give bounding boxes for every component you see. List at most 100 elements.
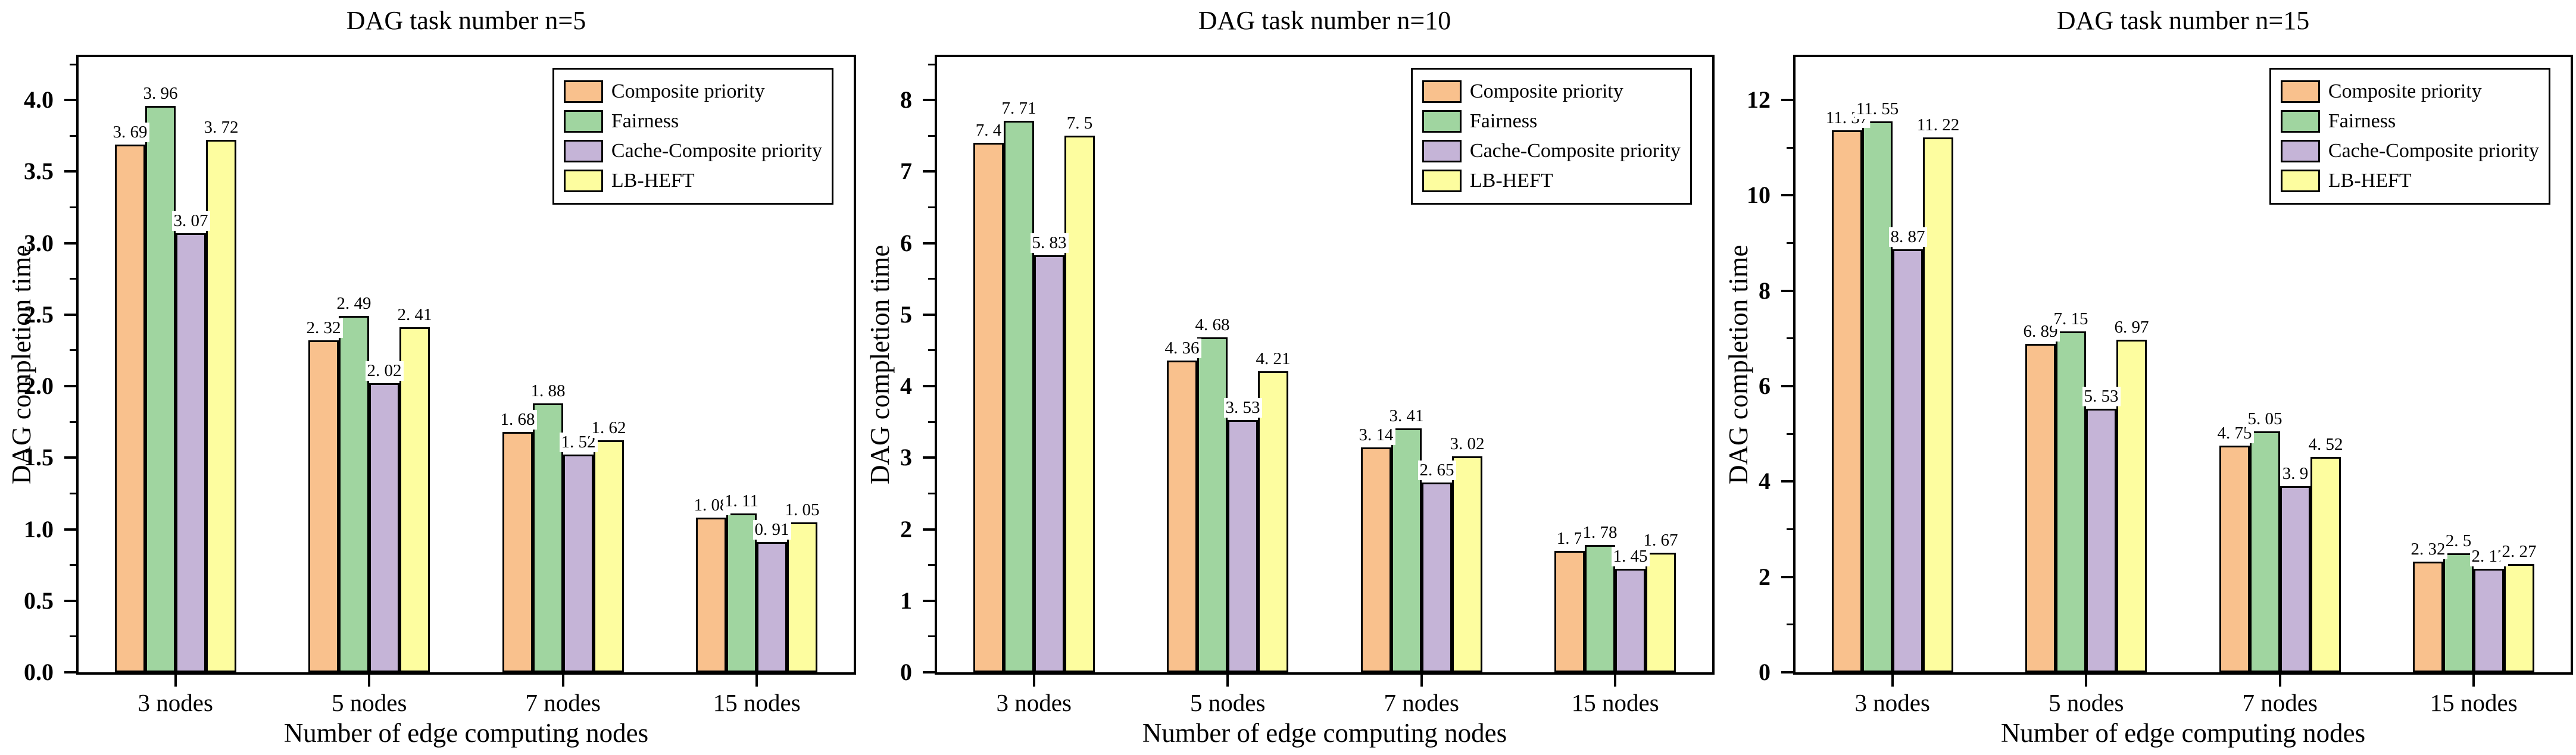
bar-fairness — [533, 403, 563, 672]
y-major-tick — [64, 313, 76, 316]
chart-title: DAG task number n=5 — [346, 6, 586, 35]
bar-value-label: 5. 05 — [2246, 409, 2284, 429]
y-minor-tick — [1787, 242, 1793, 245]
bar-composite-priority — [115, 145, 145, 672]
legend-label: Composite priority — [611, 80, 765, 102]
bar-cache-composite-priority — [757, 542, 787, 672]
y-minor-tick — [70, 278, 76, 280]
bar-lb-heft — [2310, 457, 2341, 672]
chart-title: DAG task number n=15 — [2056, 6, 2310, 35]
legend-item: LB-HEFT — [2280, 166, 2539, 196]
bar-value-label: 1. 45 — [1611, 547, 1650, 566]
legend-item: Fairness — [563, 106, 822, 136]
legend-label: Cache-Composite priority — [611, 140, 822, 162]
legend-item: Cache-Composite priority — [563, 136, 822, 166]
x-tick — [174, 675, 177, 687]
plot-area: 0 2 4 6 8 10 12 3 nodes 11. 37 11. 55 8. 87 11. 22 5… — [1747, 55, 2573, 716]
bar-lb-heft — [1064, 136, 1095, 672]
legend-label: Fairness — [1469, 110, 1538, 132]
bar-value-label: 11. 22 — [1915, 115, 1962, 135]
y-tick-label: 8 — [1759, 277, 1771, 304]
legend: Composite priority Fairness Cache-Composit… — [1410, 68, 1692, 205]
bar-lb-heft — [1258, 371, 1288, 672]
x-axis-label: Number of edge computing nodes — [2000, 718, 2366, 748]
bar-lb-heft — [787, 522, 817, 672]
bar-fairness — [2056, 331, 2086, 672]
legend-label: LB-HEFT — [611, 170, 695, 192]
y-major-tick — [923, 385, 935, 388]
bar-value-label: 2. 49 — [335, 294, 373, 314]
legend-item: Fairness — [1422, 106, 1681, 136]
y-tick-label: 1 — [900, 587, 912, 614]
legend-swatch-cache-composite-priority — [2280, 140, 2320, 162]
y-minor-tick — [70, 421, 76, 423]
bar-fairness — [1585, 545, 1615, 672]
bar-cache-composite-priority — [1034, 255, 1064, 672]
y-tick-label: 6 — [900, 229, 912, 256]
bar-value-label: 7. 15 — [2052, 309, 2090, 329]
bar-fairness — [2443, 553, 2474, 672]
bar-value-label: 2. 32 — [304, 318, 343, 338]
x-tick — [2472, 675, 2475, 687]
legend-swatch-cache-composite-priority — [1422, 140, 1462, 162]
bar-composite-priority — [308, 340, 339, 672]
x-tick-label: 7 nodes — [525, 689, 601, 716]
y-tick-label: 3 — [900, 444, 912, 471]
legend: Composite priority Fairness Cache-Composit… — [552, 68, 833, 205]
y-minor-tick — [70, 349, 76, 352]
legend-item: Composite priority — [2280, 77, 2539, 106]
y-tick-label: 0.0 — [24, 659, 54, 685]
bar-cache-composite-priority — [369, 383, 399, 672]
x-tick-label: 3 nodes — [138, 689, 213, 716]
y-tick-label: 0 — [1759, 659, 1771, 685]
y-minor-tick — [928, 134, 935, 137]
bar-value-label: 5. 83 — [1030, 233, 1069, 253]
bar-value-label: 4. 52 — [2306, 435, 2345, 455]
y-minor-tick — [1787, 337, 1793, 340]
legend-swatch-lb-heft — [2280, 170, 2320, 192]
y-tick-label: 0.5 — [24, 587, 54, 614]
x-tick-label: 5 nodes — [1190, 689, 1266, 716]
y-tick-label: 12 — [1747, 86, 1771, 114]
y-major-tick — [64, 671, 76, 673]
y-major-tick — [64, 170, 76, 173]
y-tick-label: 0 — [900, 659, 912, 685]
y-minor-tick — [70, 206, 76, 208]
x-tick — [755, 675, 758, 687]
x-tick — [1032, 675, 1035, 687]
chart-panel-n5: DAG task number n=5 DAG completion time … — [0, 0, 858, 755]
bar-value-label: 3. 53 — [1223, 398, 1262, 418]
y-minor-tick — [928, 349, 935, 352]
x-tick-label: 3 nodes — [996, 689, 1072, 716]
x-tick-label: 15 nodes — [2430, 689, 2518, 716]
bar-composite-priority — [696, 518, 726, 672]
x-tick-label: 7 nodes — [2242, 689, 2318, 716]
y-tick-label: 5 — [900, 300, 912, 328]
y-major-tick — [64, 242, 76, 245]
y-tick-label: 10 — [1747, 181, 1771, 209]
y-major-tick — [64, 528, 76, 531]
chart-title: DAG task number n=10 — [1198, 6, 1451, 35]
y-major-tick — [64, 99, 76, 102]
y-minor-tick — [1787, 146, 1793, 149]
bar-fairness — [2250, 431, 2280, 672]
y-tick-label: 6 — [1759, 372, 1771, 400]
bar-composite-priority — [973, 143, 1004, 672]
bar-value-label: 3. 41 — [1387, 406, 1426, 426]
bar-fairness — [145, 106, 176, 672]
bar-value-label: 1. 68 — [498, 410, 537, 430]
bar-value-label: 1. 67 — [1641, 531, 1680, 550]
bar-lb-heft — [594, 440, 624, 672]
y-major-tick — [1781, 99, 1793, 102]
legend: Composite priority Fairness Cache-Composit… — [2269, 68, 2550, 205]
bar-fairness — [1004, 121, 1034, 672]
y-minor-tick — [70, 564, 76, 566]
bar-value-label: 7. 5 — [1064, 114, 1095, 133]
bar-value-label: 4. 68 — [1193, 315, 1232, 335]
bar-cache-composite-priority — [563, 455, 594, 672]
y-major-tick — [923, 170, 935, 173]
bar-value-label: 3. 02 — [1448, 434, 1487, 454]
legend-swatch-lb-heft — [1422, 170, 1462, 192]
y-minor-tick — [70, 134, 76, 137]
